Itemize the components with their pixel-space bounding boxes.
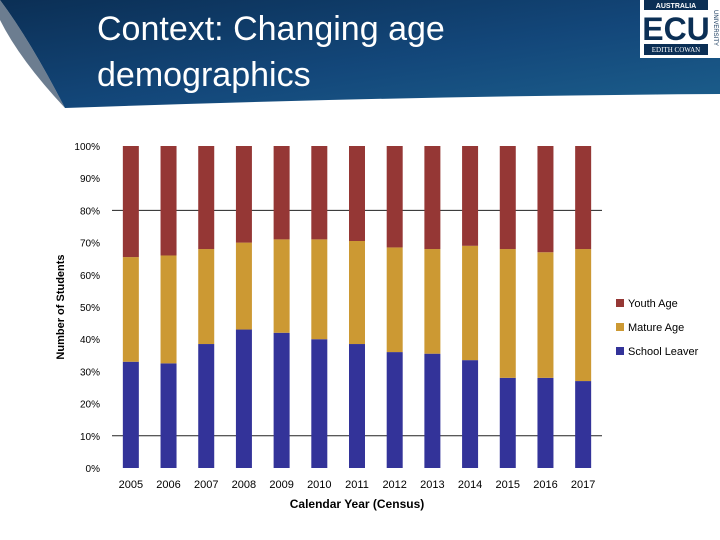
title-banner: [0, 0, 720, 108]
x-tick-label: 2016: [533, 479, 557, 491]
bar-segment: [198, 249, 215, 345]
bar-segment: [499, 146, 516, 250]
legend-label: School Leaver: [628, 346, 699, 358]
y-tick-label: 90%: [80, 174, 100, 185]
y-tick-label: 50%: [80, 303, 100, 314]
bar-segment: [575, 381, 592, 468]
logo-bottom-text: EDITH COWAN: [652, 46, 700, 54]
bar-segment: [311, 239, 328, 340]
x-tick-label: 2006: [156, 479, 180, 491]
y-axis-label: Number of Students: [55, 254, 67, 359]
bar-segment: [349, 240, 365, 345]
logo-top-text: AUSTRALIA: [656, 3, 696, 10]
y-tick-label: 20%: [80, 400, 100, 411]
bar-segment: [499, 249, 516, 378]
ecu-logo: AUSTRALIA ECU EDITH COWAN UNIVERSITY: [640, 0, 720, 58]
bar-segment: [349, 344, 365, 468]
bar-segment: [235, 242, 252, 330]
stacked-bar-chart: 0%10%20%30%40%50%60%70%80%90%100% 2005 20…: [55, 142, 699, 511]
bar-segment: [273, 146, 290, 240]
x-tick-label: 2007: [194, 479, 218, 491]
bar-segment: [235, 146, 252, 243]
x-tick-label: 2015: [496, 479, 520, 491]
x-tick-label: 2005: [119, 479, 143, 491]
bar-segment: [160, 255, 177, 364]
x-tick-label: 2012: [382, 479, 406, 491]
chart-legend: Youth Age Mature Age School Leaver: [616, 298, 699, 358]
chart-bars: [122, 146, 592, 468]
bar-segment: [537, 377, 554, 468]
bar-segment: [160, 363, 177, 468]
bar-segment: [424, 146, 441, 250]
y-tick-label: 60%: [80, 271, 100, 282]
bar-segment: [198, 344, 215, 468]
x-tick-label: 2013: [420, 479, 444, 491]
bar-segment: [462, 245, 479, 361]
bar-segment: [424, 249, 441, 354]
bar-segment: [424, 353, 441, 468]
x-tick-label: 2017: [571, 479, 595, 491]
bar-segment: [273, 332, 290, 468]
legend-label: Mature Age: [628, 322, 684, 334]
y-tick-label: 10%: [80, 432, 100, 443]
bar-segment: [349, 146, 365, 241]
bar-segment: [160, 146, 177, 256]
legend-swatch: [616, 347, 624, 355]
x-tick-label: 2014: [458, 479, 482, 491]
x-tick-label: 2008: [232, 479, 256, 491]
x-tick-label: 2010: [307, 479, 331, 491]
bar-segment: [386, 146, 403, 248]
bar-segment: [311, 339, 328, 468]
y-tick-label: 100%: [74, 142, 100, 153]
bar-segment: [386, 247, 403, 353]
y-tick-label: 80%: [80, 206, 100, 217]
bar-segment: [575, 249, 592, 382]
y-tick-label: 40%: [80, 335, 100, 346]
bar-segment: [198, 146, 215, 250]
x-tick-label: 2011: [345, 479, 369, 491]
bar-segment: [575, 146, 592, 250]
y-tick-label: 30%: [80, 367, 100, 378]
bar-segment: [386, 352, 403, 468]
y-tick-label: 0%: [86, 464, 101, 475]
x-tick-labels: 2005 2006 2007 2008 2009 2010 2011 2012 2013 2014…: [119, 479, 596, 491]
bar-segment: [462, 360, 479, 468]
bar-segment: [462, 146, 479, 246]
logo-side-text: UNIVERSITY: [712, 10, 718, 46]
logo-letters: ECU: [642, 11, 710, 47]
y-tick-labels: 0% 10% 20% 30% 40% 50% 60% 70% 80% 90% 100%: [74, 142, 100, 475]
bar-segment: [122, 361, 139, 468]
slide-title: Context: Changing age demographics: [97, 10, 445, 94]
bar-segment: [311, 146, 328, 240]
bar-segment: [537, 252, 554, 378]
bar-segment: [499, 377, 516, 468]
bar-segment: [273, 239, 290, 333]
legend-swatch: [616, 323, 624, 331]
y-tick-label: 70%: [80, 239, 100, 250]
legend-label: Youth Age: [628, 298, 678, 310]
x-axis-label: Calendar Year (Census): [290, 497, 425, 511]
bar-segment: [537, 146, 554, 253]
x-tick-label: 2009: [269, 479, 293, 491]
legend-swatch: [616, 299, 624, 307]
bar-segment: [122, 146, 139, 258]
bar-segment: [122, 257, 139, 362]
bar-segment: [235, 329, 252, 468]
